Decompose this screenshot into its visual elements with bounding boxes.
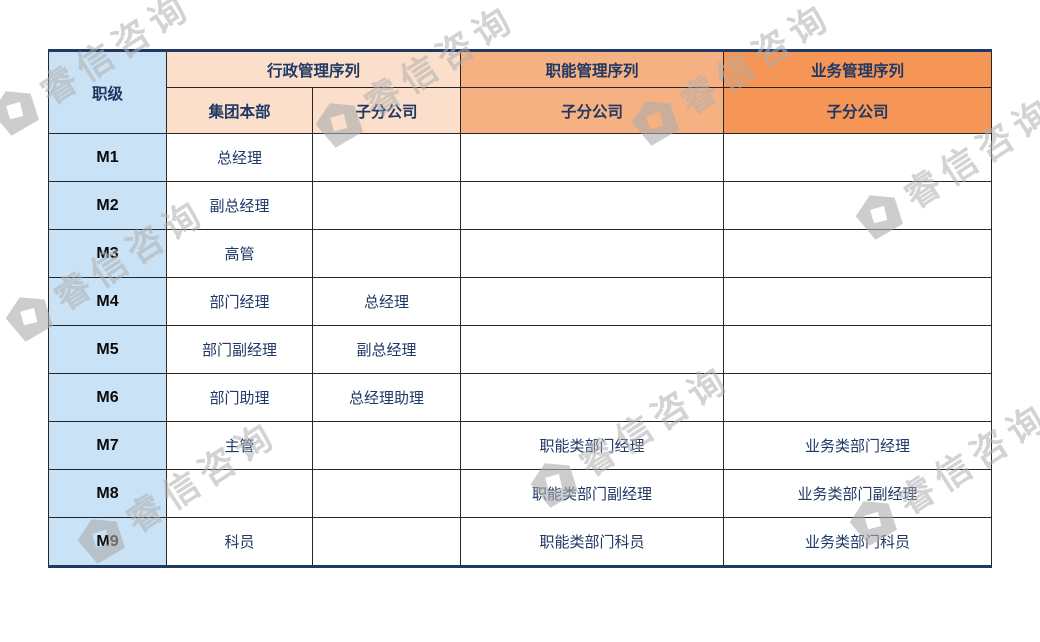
grade-cell: M9 [48,517,167,567]
grade-cell: M2 [48,181,167,230]
cell: 业务类部门科员 [723,517,993,567]
grade-cell: M4 [48,277,167,326]
cell: 业务类部门经理 [723,421,993,470]
cell: 副总经理 [166,181,313,230]
group-header-functional: 职能管理序列 [460,50,725,88]
cell: 职能类部门科员 [460,517,725,567]
table-row: M7 主管 职能类部门经理 业务类部门经理 [48,421,993,470]
table-row: M9 科员 职能类部门科员 业务类部门科员 [48,517,993,567]
table-row: M1 总经理 [48,133,993,182]
job-grade-table: 职级 行政管理序列 职能管理序列 业务管理序列 集团本部 子分公司 子分公司 子… [48,49,993,568]
table-row: M8 职能类部门副经理 业务类部门副经理 [48,469,993,518]
cell [311,469,462,518]
cell [460,229,725,278]
header-row-subgroups: 集团本部 子分公司 子分公司 子分公司 [49,87,993,134]
table-row: M3 高管 [48,229,993,278]
cell [166,469,313,518]
grade-cell: M7 [48,421,167,470]
subheader-hq: 集团本部 [166,87,313,134]
grade-cell: M6 [48,373,167,422]
cell: 副总经理 [311,325,462,374]
cell [460,133,725,182]
cell [723,229,993,278]
cell [460,373,725,422]
cell: 科员 [166,517,313,567]
cell: 主管 [166,421,313,470]
group-header-business: 业务管理序列 [723,50,993,88]
cell [311,517,462,567]
cell [723,277,993,326]
cell [311,181,462,230]
grade-cell: M8 [48,469,167,518]
cell [723,325,993,374]
subheader-subsidiary-business: 子分公司 [723,87,993,134]
cell: 高管 [166,229,313,278]
cell [311,229,462,278]
cell: 部门经理 [166,277,313,326]
cell [460,181,725,230]
cell [460,277,725,326]
table-row: M5 部门副经理 副总经理 [48,325,993,374]
cell: 部门副经理 [166,325,313,374]
cell [723,373,993,422]
cell: 总经理助理 [311,373,462,422]
grade-cell: M1 [48,133,167,182]
cell: 职能类部门经理 [460,421,725,470]
table-row: M2 副总经理 [48,181,993,230]
cell: 职能类部门副经理 [460,469,725,518]
grade-cell: M3 [48,229,167,278]
cell: 总经理 [311,277,462,326]
corner-header-grade: 职级 [48,50,167,134]
watermark-logo-icon [0,91,39,136]
cell [723,181,993,230]
subheader-subsidiary-admin: 子分公司 [311,87,462,134]
cell [311,421,462,470]
cell: 总经理 [166,133,313,182]
cell: 业务类部门副经理 [723,469,993,518]
cell [723,133,993,182]
cell: 部门助理 [166,373,313,422]
header-row-groups: 职级 行政管理序列 职能管理序列 业务管理序列 [48,50,993,134]
cell [460,325,725,374]
table-row: M6 部门助理 总经理助理 [48,373,993,422]
grade-cell: M5 [48,325,167,374]
subheader-subsidiary-functional: 子分公司 [460,87,725,134]
table-row: M4 部门经理 总经理 [48,277,993,326]
cell [311,133,462,182]
group-header-admin: 行政管理序列 [165,50,462,88]
